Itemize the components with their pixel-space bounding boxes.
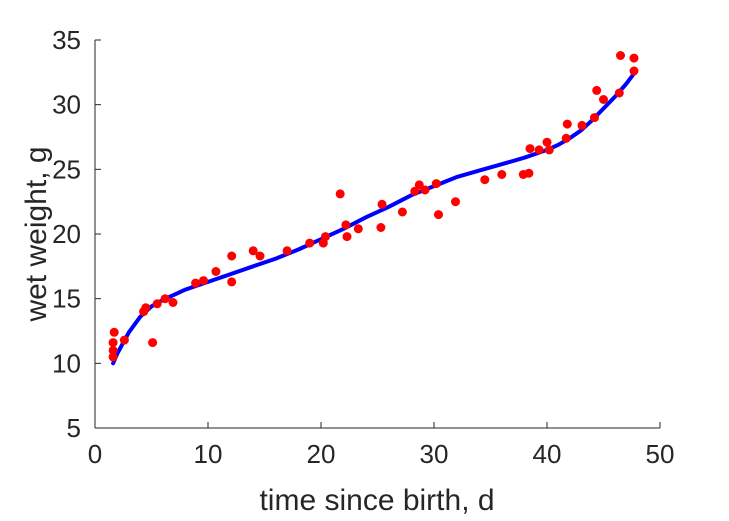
fit-curve-layer (111, 71, 636, 366)
data-point (420, 185, 430, 195)
data-point (629, 66, 639, 76)
data-point (562, 119, 572, 129)
data-point (431, 179, 441, 189)
data-point (451, 197, 460, 207)
data-point (629, 53, 639, 63)
data-point (544, 145, 554, 155)
data-point (534, 145, 544, 155)
data-point (525, 144, 535, 154)
y-tick-label: 10 (52, 348, 81, 378)
data-point (497, 170, 507, 179)
data-point (524, 168, 534, 178)
x-tick-label: 10 (194, 439, 223, 469)
x-tick-label: 20 (307, 439, 336, 469)
data-point (335, 189, 345, 199)
data-point (227, 251, 237, 261)
data-point (282, 246, 292, 256)
axes (94, 40, 660, 429)
x-tick-label: 40 (533, 439, 562, 469)
data-point (376, 223, 386, 232)
data-point (168, 298, 178, 307)
y-tick-label: 30 (52, 90, 81, 120)
data-point (152, 299, 162, 309)
x-tick-label: 50 (646, 439, 675, 469)
data-point (108, 352, 118, 362)
data-point (616, 51, 625, 60)
x-axis-label: time since birth, d (259, 484, 494, 517)
data-point (397, 207, 407, 217)
data-point (480, 175, 490, 185)
y-tick-label: 35 (52, 25, 81, 55)
data-point (227, 277, 237, 287)
data-points-layer (108, 51, 639, 362)
data-point (148, 338, 158, 348)
data-point (410, 186, 420, 196)
data-point (342, 232, 352, 242)
data-point (211, 267, 221, 276)
data-point (255, 251, 265, 261)
fit-curve (111, 71, 636, 366)
data-point (590, 113, 599, 123)
data-point (305, 238, 315, 248)
data-point (434, 210, 443, 220)
x-tick-label: 30 (420, 439, 449, 469)
data-point (248, 246, 258, 256)
data-point (577, 120, 587, 130)
y-tick-label: 25 (52, 154, 81, 184)
data-point (592, 85, 602, 95)
y-axis-label: wet weight, g (20, 146, 53, 322)
y-tick-label: 20 (52, 219, 81, 249)
data-point (341, 220, 351, 230)
data-point (160, 294, 170, 304)
data-point (109, 327, 119, 337)
data-point (353, 224, 363, 234)
x-tick-label: 0 (88, 439, 102, 469)
data-point (191, 278, 201, 288)
data-point (108, 345, 118, 355)
data-point (542, 137, 552, 147)
data-point (119, 335, 129, 345)
data-point (599, 95, 608, 104)
data-point (199, 276, 208, 286)
data-point (141, 303, 151, 313)
y-ticks: 5 10 15 20 25 30 35 (52, 25, 101, 443)
data-point (614, 88, 624, 98)
y-tick-label: 15 (52, 284, 81, 314)
x-ticks: 0 10 20 30 40 50 (88, 422, 675, 469)
data-point (108, 338, 118, 348)
data-point (377, 199, 387, 209)
data-point (561, 133, 571, 143)
y-tick-label: 5 (67, 413, 81, 443)
data-point (321, 232, 330, 242)
